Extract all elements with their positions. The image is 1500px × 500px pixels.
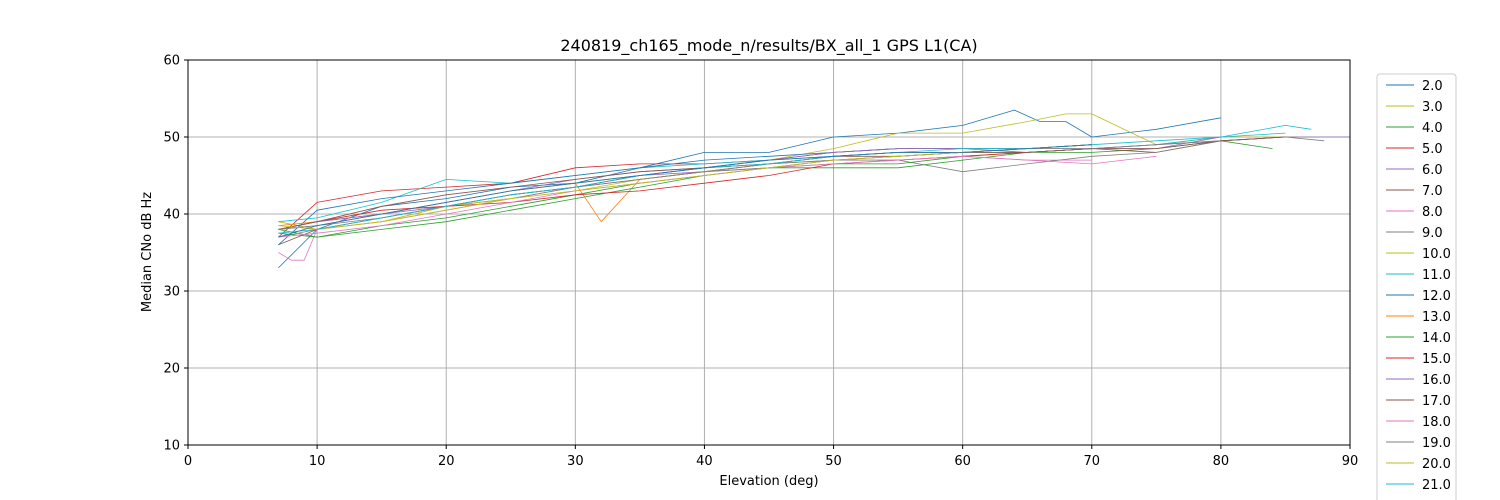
- legend-label: 21.0: [1422, 478, 1451, 493]
- legend-label: 5.0: [1422, 142, 1443, 157]
- series-line-2.0: [278, 109, 1221, 269]
- y-tick-label: 30: [163, 285, 180, 300]
- y-tick-label: 40: [163, 208, 180, 223]
- legend-label: 12.0: [1422, 289, 1451, 304]
- x-tick-label: 10: [309, 454, 326, 469]
- legend-label: 7.0: [1422, 184, 1443, 199]
- y-axis-label: Median CNo dB Hz: [140, 192, 155, 312]
- legend-label: 6.0: [1422, 163, 1443, 178]
- legend-label: 11.0: [1422, 268, 1451, 283]
- x-tick-label: 60: [954, 454, 971, 469]
- y-tick-label: 50: [163, 131, 180, 146]
- x-tick-label: 20: [438, 454, 455, 469]
- y-tick-label: 10: [163, 439, 180, 454]
- legend-label: 20.0: [1422, 457, 1451, 472]
- legend-label: 14.0: [1422, 331, 1451, 346]
- y-tick-label: 60: [163, 54, 180, 69]
- x-tick-label: 90: [1342, 454, 1359, 469]
- ticks: 0 10 20 30 40 50 60 70 80 90 10 20 30 40 50 60: [163, 54, 1358, 470]
- legend-label: 18.0: [1422, 415, 1451, 430]
- x-tick-label: 40: [696, 454, 713, 469]
- plot-frame: [187, 59, 1351, 446]
- series-line-22.0: [278, 144, 1092, 238]
- chart-title: 240819_ch165_mode_n/results/BX_all_1 GPS…: [560, 36, 977, 56]
- legend-box: [1376, 73, 1457, 500]
- x-axis-label: Elevation (deg): [719, 474, 818, 489]
- x-tick-label: 50: [825, 454, 842, 469]
- legend-label: 2.0: [1422, 79, 1443, 94]
- legend: 2.0 3.0 4.0 5.0 6.0 7.0 8.0 9.0 10.0 11.0 12.0 13.0…: [1376, 73, 1457, 500]
- legend-label: 13.0: [1422, 310, 1451, 325]
- legend-label: 8.0: [1422, 205, 1443, 220]
- legend-label: 10.0: [1422, 247, 1451, 262]
- legend-label: 19.0: [1422, 436, 1451, 451]
- legend-label: 15.0: [1422, 352, 1451, 367]
- series-lines: [278, 109, 1350, 269]
- series-line-21.0: [278, 132, 1286, 234]
- legend-label: 16.0: [1422, 373, 1451, 388]
- x-tick-label: 30: [567, 454, 584, 469]
- legend-label: 3.0: [1422, 100, 1443, 115]
- series-line-14.0: [278, 148, 1092, 238]
- x-tick-label: 70: [1084, 454, 1101, 469]
- legend-label: 17.0: [1422, 394, 1451, 409]
- legend-label: 4.0: [1422, 121, 1443, 136]
- x-tick-label: 80: [1213, 454, 1230, 469]
- legend-label: 9.0: [1422, 226, 1443, 241]
- y-tick-label: 20: [163, 362, 180, 377]
- series-line-20.0: [278, 144, 1092, 230]
- x-tick-label: 0: [184, 454, 192, 469]
